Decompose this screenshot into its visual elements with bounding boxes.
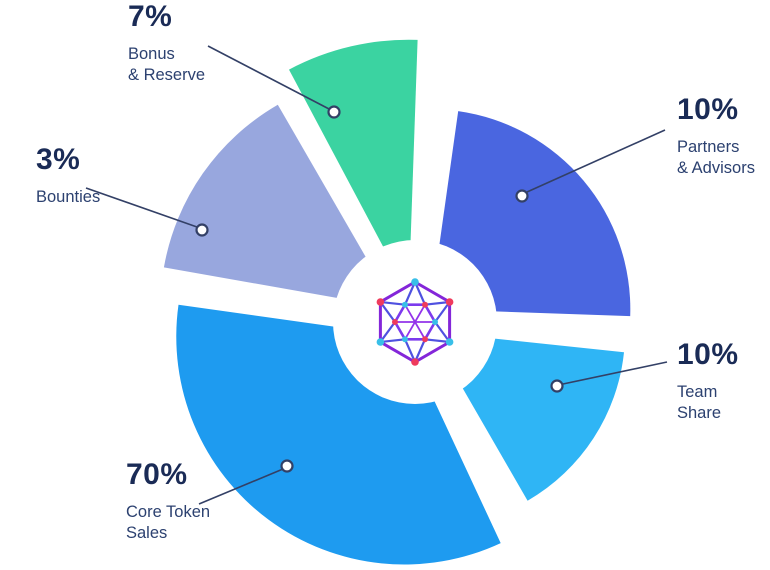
label-partners-advisors: 10% Partners & Advisors <box>677 93 755 180</box>
logo-web-spokes <box>379 281 451 363</box>
slice-name: Bonus & Reserve <box>128 45 206 85</box>
percent-value: 3% <box>36 143 81 176</box>
callout-dot <box>327 105 341 119</box>
callout-partners-advisors <box>515 129 666 203</box>
callout-bonus-reserve <box>207 45 341 119</box>
percent-value: 10% <box>677 338 739 371</box>
callout-dot <box>550 379 564 393</box>
leader-line <box>85 187 198 228</box>
slice-name: Bounties <box>36 188 101 206</box>
callout-dot <box>515 189 529 203</box>
leader-line <box>198 468 284 505</box>
callout-bounties <box>85 187 209 237</box>
leader-line <box>526 129 666 193</box>
percent-value: 10% <box>677 93 739 126</box>
slice-name: Team Share <box>677 383 722 423</box>
callout-team-share <box>550 361 668 393</box>
pie-slice-partners-advisors <box>430 111 631 317</box>
leader-line <box>207 45 332 111</box>
slice-name: Partners & Advisors <box>677 138 755 178</box>
leader-line <box>562 361 668 385</box>
callout-core-token-sales <box>198 459 294 505</box>
callout-dot <box>195 223 209 237</box>
label-bounties: 3% Bounties <box>36 143 100 208</box>
label-team-share: 10% Team Share <box>677 338 739 425</box>
pie-slice-bounties <box>163 104 396 309</box>
pie-slice-team-share <box>430 331 624 501</box>
percent-value: 70% <box>126 458 188 491</box>
callouts <box>85 45 668 505</box>
hexagon-network-logo <box>376 278 454 366</box>
label-bonus-reserve: 7% Bonus & Reserve <box>128 0 205 87</box>
slice-name: Core Token Sales <box>126 503 211 543</box>
logo-inner-chords <box>395 304 435 340</box>
logo-node-dots <box>376 278 454 366</box>
label-core-token-sales: 70% Core Token Sales <box>126 458 210 545</box>
callout-dot <box>280 459 294 473</box>
percent-value: 7% <box>128 0 173 33</box>
pie-slice-bonus-reserve <box>289 39 418 295</box>
